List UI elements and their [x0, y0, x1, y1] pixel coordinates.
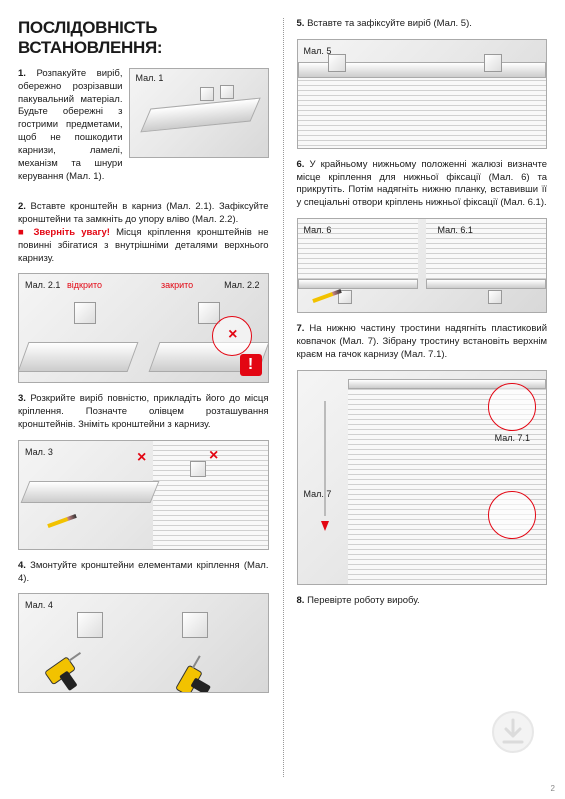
step-8: 8. Перевірте роботу виробу. — [297, 595, 548, 608]
right-column: 5. Вставте та зафіксуйте виріб (Мал. 5).… — [283, 0, 565, 799]
step-5-text: Вставте та зафіксуйте виріб (Мал. 5). — [307, 18, 472, 29]
rail-left — [18, 342, 138, 372]
step-2-text: Вставте кронштейн в карниз (Мал. 2.1). З… — [18, 201, 269, 225]
pencil-icon — [47, 514, 77, 528]
bottom-rail-r — [426, 279, 546, 289]
figure-1-label: Мал. 1 — [136, 73, 164, 83]
figure-7-1-label: Мал. 7.1 — [495, 433, 530, 443]
step-2: 2. Вставте кронштейн в карниз (Мал. 2.1)… — [18, 201, 269, 265]
step-8-text: Перевірте роботу виробу. — [307, 595, 420, 606]
figure-open-label: відкрито — [67, 280, 102, 290]
step-1: 1. Розпакуйте виріб, обережно розрізавши… — [18, 68, 123, 183]
figure-2-2-label: Мал. 2.2 — [224, 280, 259, 290]
step-7: 7. На нижню частину тростини надягніть п… — [297, 323, 548, 361]
figure-6-label: Мал. 6 — [304, 225, 332, 235]
figure-closed-label: закрито — [161, 280, 193, 290]
step-1-row: 1. Розпакуйте виріб, обережно розрізавши… — [18, 68, 269, 191]
figure-5-label: Мал. 5 — [304, 46, 332, 56]
bracket-part — [220, 85, 234, 99]
red-x-icon: × — [137, 449, 146, 467]
step-4-text: Змонтуйте кронштейни елементами кріпленн… — [18, 560, 269, 584]
bottom-rail-l — [298, 279, 418, 289]
alert-icon: ! — [240, 354, 262, 376]
figure-7-label: Мал. 7 — [304, 489, 332, 499]
step-6: 6. У крайньому нижньому положенні жалюзі… — [297, 159, 548, 210]
figure-6: Мал. 6 Мал. 6.1 — [297, 218, 548, 313]
wand-cap-icon — [321, 521, 329, 531]
step-7-num: 7. — [297, 323, 305, 334]
bracket-l — [77, 612, 103, 638]
figure-6-1-label: Мал. 6.1 — [438, 225, 473, 235]
rail-illustration — [21, 481, 160, 503]
page-title: ПОСЛІДОВНІСТЬ ВСТАНОВЛЕННЯ: — [18, 18, 269, 58]
bracket-closed — [198, 302, 220, 324]
figure-2-1-label: Мал. 2.1 — [25, 280, 60, 290]
step-7-text: На нижню частину тростини надягніть плас… — [297, 323, 548, 360]
figure-4: Мал. 4 — [18, 593, 269, 693]
bracket — [484, 54, 502, 72]
step-2-warn-label: Зверніть увагу! — [33, 227, 109, 238]
drill-icon — [175, 655, 221, 694]
drill-icon — [44, 650, 94, 694]
step-4: 4. Змонтуйте кронштейни елементами кріпл… — [18, 560, 269, 586]
red-x-icon: × — [209, 447, 218, 465]
step-6-text: У крайньому нижньому положенні жалюзі ви… — [297, 159, 548, 208]
blinds-illustration — [298, 76, 547, 148]
bracket — [328, 54, 346, 72]
page-number: 2 — [551, 784, 555, 793]
rail-illustration — [140, 98, 260, 133]
bracket-part — [200, 87, 214, 101]
step-2-num: 2. — [18, 201, 26, 212]
red-x-icon: × — [228, 326, 237, 344]
step-1-num: 1. — [18, 68, 26, 79]
step-3: 3. Розкрийте виріб повністю, прикладіть … — [18, 393, 269, 431]
step-6-num: 6. — [297, 159, 305, 170]
step-3-text: Розкрийте виріб повністю, прикладіть йог… — [18, 393, 269, 430]
figure-3-label: Мал. 3 — [25, 447, 53, 457]
step-1-text: Розпакуйте виріб, обережно розрізавши па… — [18, 68, 123, 182]
figure-3: Мал. 3 × × — [18, 440, 269, 550]
step-8-num: 8. — [297, 595, 305, 606]
watermark-download-icon — [491, 710, 535, 754]
figure-2: Мал. 2.1 відкрито закрито Мал. 2.2 × ! — [18, 273, 269, 383]
bottom-clip — [488, 290, 502, 304]
figure-4-label: Мал. 4 — [25, 600, 53, 610]
zoom-circle-top — [488, 383, 536, 431]
bracket — [190, 461, 206, 477]
step-5-num: 5. — [297, 18, 305, 29]
figure-7: Мал. 7 Мал. 7.1 — [297, 370, 548, 585]
bracket-open — [74, 302, 96, 324]
zoom-circle-bottom — [488, 491, 536, 539]
figure-5: Мал. 5 — [297, 39, 548, 149]
left-column: ПОСЛІДОВНІСТЬ ВСТАНОВЛЕННЯ: 1. Розпакуйт… — [0, 0, 283, 799]
step-4-num: 4. — [18, 560, 26, 571]
figure-1: Мал. 1 — [129, 68, 269, 158]
step-5: 5. Вставте та зафіксуйте виріб (Мал. 5). — [297, 18, 548, 31]
bracket-r — [182, 612, 208, 638]
step-3-num: 3. — [18, 393, 26, 404]
